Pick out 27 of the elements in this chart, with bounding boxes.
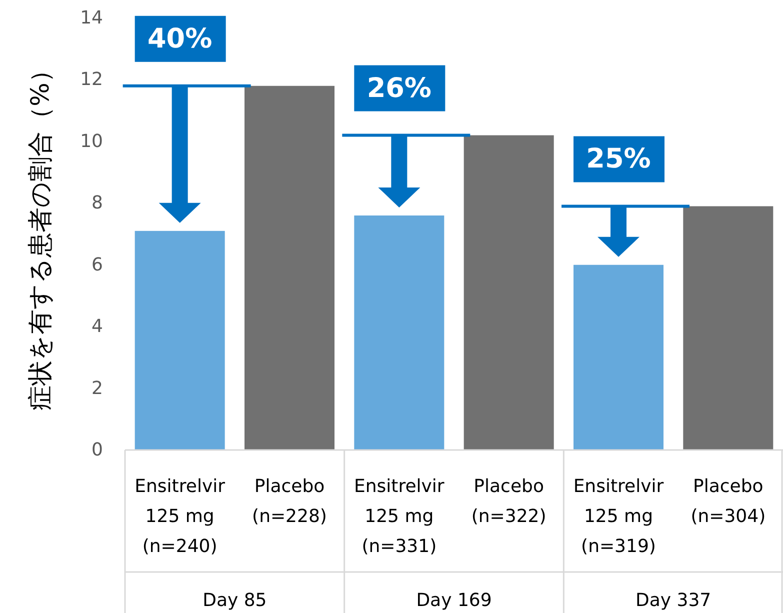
- bar: [683, 206, 774, 450]
- annotation: 25%: [586, 144, 651, 175]
- bar: [244, 86, 334, 450]
- y-tick-label: 0: [92, 440, 103, 460]
- x-tick-label: Ensitrelvir 125 mg (n=240): [134, 476, 226, 557]
- bar: [354, 215, 444, 450]
- bar: [464, 135, 554, 450]
- y-axis-title: 症状を有する患者の割合（%）: [26, 58, 54, 410]
- text: Day 337: [636, 590, 712, 611]
- x-tick-label: Ensitrelvir 125 mg (n=331): [354, 476, 445, 557]
- y-tick-label: 4: [92, 316, 103, 338]
- x-tick-label: Placebo (n=322): [471, 476, 546, 527]
- y-tick-label: 6: [92, 254, 103, 276]
- bar: [574, 264, 664, 450]
- y-tick-label: 12: [80, 69, 103, 90]
- y-tick-label: 14: [80, 8, 103, 28]
- x-tick-label: Placebo (n=304): [690, 476, 766, 527]
- annotation: 26%: [366, 72, 432, 104]
- annotation: 40%: [148, 23, 212, 54]
- text: Day 169: [416, 590, 492, 611]
- x-tick-label: Placebo (n=228): [252, 476, 327, 527]
- y-tick-label: 10: [80, 130, 103, 152]
- y-tick-label: 2: [92, 378, 103, 399]
- y-tick-label: 8: [92, 192, 103, 214]
- x-tick-label: Ensitrelvir 125 mg (n=319): [573, 476, 664, 557]
- bar: [134, 230, 225, 450]
- text: Day 85: [202, 590, 267, 611]
